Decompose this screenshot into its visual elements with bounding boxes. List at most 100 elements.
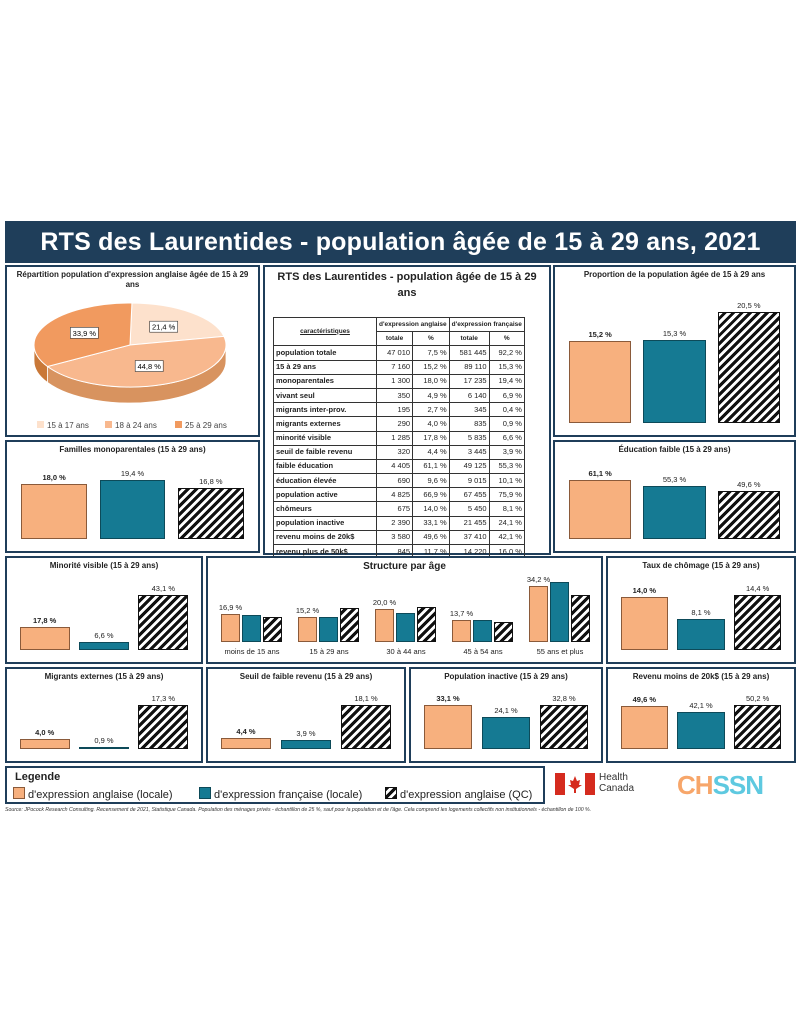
table-cell-label: population active [273,487,377,503]
structure-category-label: 15 à 29 ans [309,647,349,656]
canada-flag-icon [555,773,595,795]
education-value-label-en: 61,1 % [588,469,612,479]
table-panel: RTS des Laurentides - population âgée de… [263,265,551,560]
table-cell-fr-total: 3 445 [448,444,490,460]
table-group-en: d'expression anglaise [376,316,450,333]
table-cell-en-pct: 15,2 % [412,359,450,375]
structure-bar-qc [340,608,359,642]
table-cell-fr-pct: 6,6 % [488,430,525,446]
table-cell-en-pct: 4,9 % [412,387,450,404]
minorite-bar-en [19,627,70,650]
structure-bar-qc [494,621,513,642]
inactive-panel: Population inactive (15 à 29 ans) 33,1 %… [409,667,603,763]
table-cell-fr-pct: 15,3 % [488,359,525,375]
proportion-value-label-qc: 20,5 % [737,301,761,311]
inactive-value-label-qc: 32,8 % [552,694,576,704]
chomage-panel: Taux de chômage (15 à 29 ans) 14,0 % 8,1 … [606,556,796,664]
table-cell-en-total: 47 010 [375,345,414,361]
table-cell-en-pct: 4,4 % [412,444,450,460]
table-cell-en-total: 195 [375,402,414,418]
revenu-title: Revenu moins de 20k$ (15 à 29 ans) [632,672,770,681]
monoparentales-bar-fr [99,480,166,539]
pie-title: Répartition population d'expression angl… [16,270,249,289]
table-row: revenu moins de 20k$ 3 580 49,6 % 37 410 42,… [273,529,525,546]
table-cell-en-total: 690 [375,473,414,489]
table-cell-label: population inactive [273,515,377,531]
svg-text:21,4 %: 21,4 % [152,323,176,332]
structure-title: Structure par âge [363,561,446,572]
structure-panel: Structure par âge 16,9 % moins de 15 ans 1… [206,556,603,664]
structure-bar-fr [242,615,261,642]
monoparentales-value-label-en: 18,0 % [42,473,66,483]
migrants-title: Migrants externes (15 à 29 ans) [44,672,164,681]
table-col-pct-en: % [412,331,450,347]
revenu-bar-en [620,705,669,749]
table-cell-label: faible éducation [273,458,377,475]
monoparentales-bar-en [21,484,88,539]
table-cell-label: vivant seul [273,387,377,404]
table-cell-en-pct: 2,7 % [412,402,450,418]
table-cell-fr-pct: 0,9 % [488,416,525,432]
revenu-panel: Revenu moins de 20k$ (15 à 29 ans) 49,6 … [606,667,796,763]
table-cell-en-total: 3 580 [375,529,414,546]
table-row: éducation élevée 690 9,6 % 9 015 10,1 % [273,473,525,489]
table-cell-fr-pct: 42,1 % [488,529,525,546]
table-cell-en-total: 4 825 [375,487,414,503]
structure-value-label: 13,7 % [449,608,474,618]
table-cell-en-total: 290 [375,416,414,432]
proportion-bar-en [568,340,632,423]
structure-category-label: 30 à 44 ans [386,647,426,656]
table-cell-fr-total: 89 110 [448,359,490,375]
legend-item-en: d'expression anglaise (locale) [13,787,173,801]
education-bar-qc [717,491,781,539]
seuil-value-label-fr: 3,9 % [296,728,316,738]
chomage-value-label-qc: 14,4 % [745,584,770,594]
table-row: 15 à 29 ans 7 160 15,2 % 89 110 15,3 % [273,359,525,375]
table-cell-en-total: 1 285 [375,430,414,446]
table-cell-en-pct: 4,0 % [412,416,450,432]
proportion-value-label-fr: 15,3 % [662,329,687,339]
monoparentales-value-label-qc: 16,8 % [199,476,223,486]
inactive-title: Population inactive (15 à 29 ans) [444,672,568,681]
structure-bar-qc [417,606,436,642]
structure-category-label: 55 ans et plus [536,647,584,656]
table-cell-en-pct: 49,6 % [412,529,450,546]
migrants-bar-qc [138,705,189,749]
table-row: population inactive 2 390 33,1 % 21 455 24,1… [273,515,525,531]
table-cell-en-total: 350 [375,387,414,404]
table-cell-fr-pct: 92,2 % [488,345,525,361]
minorite-value-label-en: 17,8 % [32,616,57,626]
structure-value-label: 34,2 % [526,575,551,585]
table-cell-en-pct: 14,0 % [412,501,450,517]
table-cell-en-pct: 7,5 % [412,345,450,361]
inactive-bar-en [423,705,473,749]
seuil-value-label-qc: 18,1 % [354,694,378,703]
migrants-bar-fr [79,746,129,749]
inactive-bar-qc [539,705,589,749]
table-cell-label: éducation élevée [273,473,377,489]
table-cell-fr-pct: 24,1 % [488,515,525,531]
table-cell-fr-total: 5 835 [448,430,490,446]
monoparentales-title: Familles monoparentales (15 à 29 ans) [59,445,206,454]
table-col-pct-fr: % [488,331,525,347]
table-cell-en-total: 675 [375,501,414,517]
structure-value-label: 16,9 % [218,603,243,613]
table-cell-en-pct: 17,8 % [412,430,450,446]
seuil-value-label-en: 4,4 % [236,727,256,737]
table-cell-fr-total: 835 [448,416,490,432]
table-cell-fr-pct: 10,1 % [488,473,525,489]
pie-data-label: 33,9 % [70,327,99,339]
table-row: minorité visible 1 285 17,8 % 5 835 6,6 % [273,430,525,446]
table-cell-en-total: 4 405 [375,458,414,475]
structure-bar-fr [550,582,569,642]
proportion-panel: Proportion de la population âgée de 15 à… [553,265,796,437]
table-cell-en-total: 320 [375,444,414,460]
table-cell-fr-total: 6 140 [448,387,490,404]
pie-chart: 21,4 % 44,8 % 33,9 % 15 à 17 ans 18 à 24 ans… [33,302,227,430]
pie-legend-item: 15 à 17 ans [37,421,89,430]
structure-bar-fr [473,619,492,642]
revenu-value-label-qc: 50,2 % [745,694,770,703]
education-bar-fr [643,485,706,539]
table-col-char: caractéristiques [273,316,377,347]
structure-bar-en [529,586,548,642]
